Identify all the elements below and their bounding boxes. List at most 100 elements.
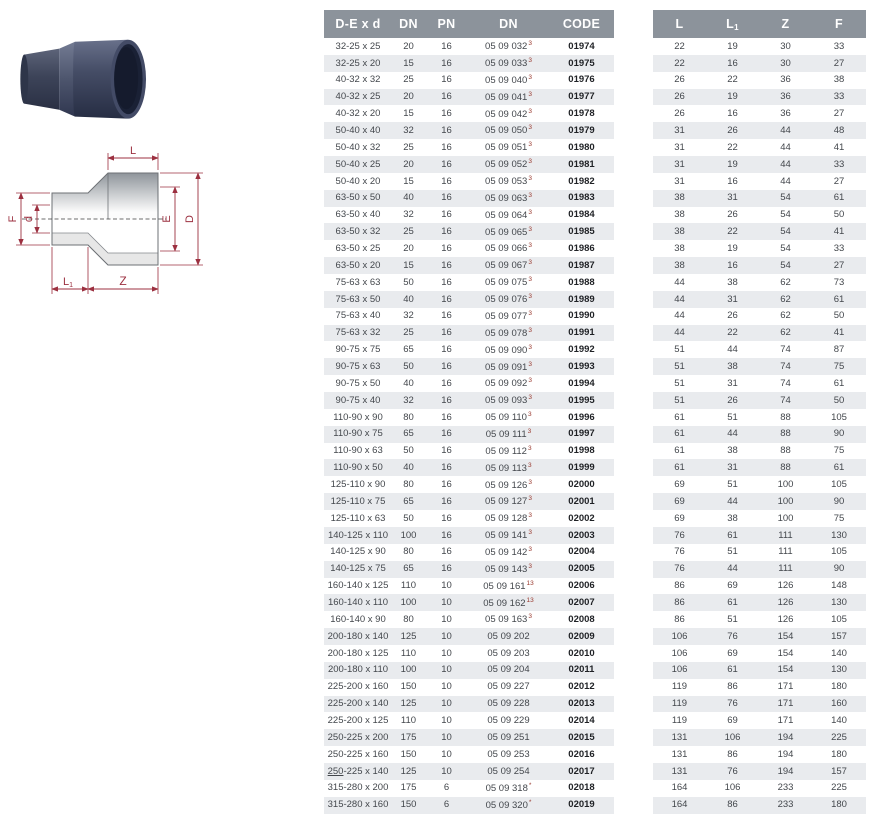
dimension-diagram: L F d E D L1 Z (4, 144, 216, 311)
size-cell: 110-90 x 63 (333, 445, 383, 457)
label-L1: L1 (63, 276, 73, 289)
f-cell: 41 (833, 141, 845, 153)
dimension-row: 26 22 36 38 (653, 72, 866, 89)
l1-cell: 51 (727, 546, 738, 558)
l-cell: 86 (674, 613, 685, 625)
spec-row: 200-180 x 140 125 10 05 09 202 02009 (324, 628, 614, 645)
label-d: d (23, 216, 35, 222)
code-cell: 02002 (568, 512, 595, 524)
l-cell: 119 (671, 715, 688, 727)
spec-row: 140-125 x 110 100 16 05 09 1413 02003 (324, 526, 614, 544)
l-cell: 86 (674, 580, 685, 592)
l1-cell: 38 (727, 445, 738, 457)
code-cell: 02010 (568, 647, 595, 659)
spec-row: 63-50 x 25 20 16 05 09 0663 01986 (324, 240, 614, 257)
code-cell: 01978 (568, 108, 595, 120)
code-cell: 01981 (549, 156, 614, 173)
col-header-pn: PN (425, 10, 468, 38)
ref-cell: 05 09 1283 (485, 512, 532, 525)
pn-cell: 16 (425, 290, 468, 308)
spec-row: 50-40 x 25 20 16 05 09 0523 01981 (324, 156, 614, 173)
l-cell: 131 (671, 748, 688, 760)
pn-cell: 16 (425, 88, 468, 106)
pn-cell: 16 (425, 358, 468, 376)
f-cell: 50 (833, 209, 845, 221)
size-cell: 250-225 x 160 (327, 748, 389, 760)
z-cell: 88 (780, 411, 791, 423)
l-cell: 164 (653, 796, 706, 814)
l1-cell: 19 (706, 88, 759, 106)
l-cell: 44 (674, 310, 685, 322)
ref-cell: 05 09 0783 (468, 324, 549, 342)
l-cell: 51 (653, 358, 706, 376)
z-cell: 171 (759, 695, 812, 713)
small-end (21, 48, 60, 110)
ref-cell: 05 09 0633 (468, 189, 549, 207)
dn-cell: 100 (392, 526, 425, 544)
ref-cell: 05 09 0653 (468, 223, 549, 241)
size-cell: 160-140 x 125 (327, 580, 389, 592)
ref-cell: 05 09 0903 (485, 343, 532, 356)
dn-cell: 65 (392, 493, 425, 511)
dimension-row: 76 44 111 90 (653, 560, 866, 578)
l-cell: 44 (653, 290, 706, 308)
ref-cell: 05 09 0773 (485, 309, 532, 322)
l1-cell: 31 (706, 459, 759, 477)
dn-cell: 80 (403, 613, 414, 625)
dn-cell: 32 (392, 122, 425, 140)
pn-cell: 10 (441, 681, 452, 693)
col-header-z: Z (759, 10, 812, 38)
l-cell: 61 (674, 411, 685, 423)
code-cell: 01990 (568, 310, 595, 322)
z-cell: 36 (780, 74, 791, 86)
pn-cell: 16 (441, 209, 452, 221)
size-cell: 50-40 x 32 (335, 141, 381, 153)
dn-cell: 32 (392, 392, 425, 409)
l-cell: 119 (653, 695, 706, 713)
l1-cell: 16 (727, 175, 738, 187)
pn-cell: 10 (425, 762, 468, 780)
f-cell: 90 (812, 493, 866, 511)
z-cell: 62 (759, 290, 812, 308)
dimension-row: 119 86 171 180 (653, 679, 866, 696)
spec-row: 160-140 x 90 80 10 05 09 1633 02008 (324, 611, 614, 628)
dimension-row: 31 16 44 27 (653, 173, 866, 190)
l1-cell: 19 (706, 156, 759, 173)
code-cell: 01994 (568, 377, 595, 389)
f-cell: 105 (831, 479, 847, 491)
code-cell: 01982 (568, 175, 595, 187)
pn-cell: 16 (425, 459, 468, 477)
z-cell: 154 (759, 661, 812, 679)
pn-cell: 16 (441, 242, 452, 254)
pn-cell: 16 (441, 546, 452, 558)
ref-cell: 05 09 1413 (468, 526, 549, 544)
l-cell: 131 (653, 729, 706, 747)
z-cell: 194 (759, 762, 812, 780)
l-cell: 26 (674, 108, 685, 120)
size-cell: 90-75 x 63 (324, 358, 392, 376)
code-cell: 02011 (549, 661, 614, 679)
dimension-row: 61 31 88 61 (653, 459, 866, 477)
dn-cell: 15 (403, 175, 414, 187)
code-cell: 01983 (549, 189, 614, 207)
ref-cell: 05 09 1273 (468, 493, 549, 511)
spec-row: 40-32 x 25 20 16 05 09 0413 01977 (324, 88, 614, 106)
z-cell: 74 (780, 377, 791, 389)
z-cell: 36 (780, 108, 791, 120)
ref-cell: 05 09 320* (468, 796, 549, 814)
spec-row: 63-50 x 20 15 16 05 09 0673 01987 (324, 257, 614, 275)
spec-row: 110-90 x 75 65 16 05 09 1113 01997 (324, 425, 614, 443)
ref-cell: 05 09 0503 (468, 122, 549, 140)
dn-cell: 25 (403, 141, 414, 153)
l1-cell: 26 (727, 310, 738, 322)
f-cell: 27 (833, 108, 845, 120)
code-cell: 01995 (549, 392, 614, 409)
l-cell: 106 (653, 628, 706, 645)
pn-cell: 16 (425, 122, 468, 140)
pn-cell: 10 (425, 594, 468, 612)
code-cell: 02007 (549, 594, 614, 612)
z-cell: 44 (780, 141, 791, 153)
size-cell: 200-180 x 125 (327, 647, 389, 659)
z-cell: 100 (759, 493, 812, 511)
z-cell: 30 (759, 54, 812, 72)
